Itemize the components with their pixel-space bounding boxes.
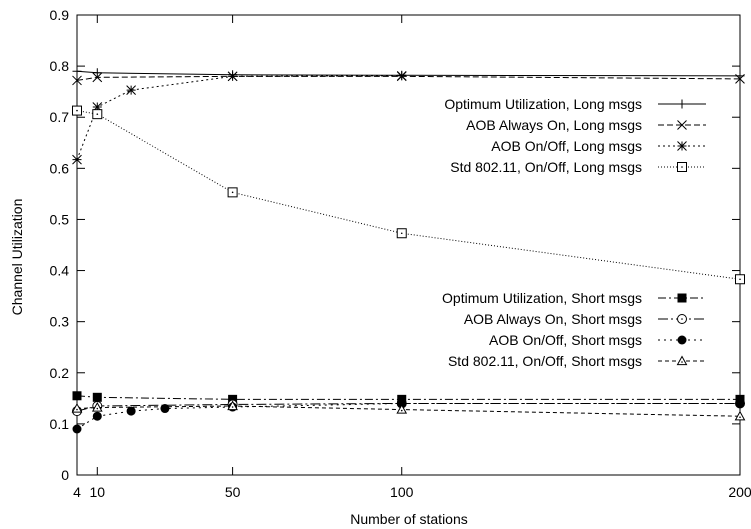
y-tick-label: 0.2 <box>50 365 70 381</box>
y-tick-label: 0.6 <box>50 160 70 176</box>
legend-label: Std 802.11, On/Off, Short msgs <box>448 353 642 369</box>
series-line <box>76 110 741 280</box>
data-point-center <box>231 191 234 194</box>
series-line <box>76 75 741 81</box>
data-point <box>677 99 687 109</box>
legend-label: Optimum Utilization, Short msgs <box>442 290 642 306</box>
legend-entry: AOB Always On, Long msgs <box>466 117 706 133</box>
legend: Optimum Utilization, Long msgs AOB Always… <box>442 96 706 369</box>
series-line <box>76 402 740 412</box>
legend-label: AOB On/Off, Short msgs <box>489 332 642 348</box>
y-tick-label: 0.3 <box>50 314 70 330</box>
data-point <box>396 404 408 414</box>
legend-entry: Optimum Utilization, Short msgs <box>442 290 706 306</box>
series-line <box>76 405 741 417</box>
plot-frame <box>76 14 741 476</box>
series-2 <box>72 70 407 165</box>
data-point <box>676 355 688 366</box>
data-point-center <box>400 409 403 412</box>
axes: 0 0.1 0.2 0.3 0.4 0.5 0.6 0.7 0.8 0.9 4 10 50 100 200 <box>50 7 751 500</box>
data-point-center <box>400 232 403 235</box>
y-axis-title: Channel Utilization <box>9 199 25 316</box>
data-point <box>91 402 103 412</box>
data-point <box>397 398 407 408</box>
data-point <box>92 68 102 78</box>
series-layer <box>71 66 746 434</box>
x-tick-label: 200 <box>728 484 751 500</box>
data-point <box>735 74 745 84</box>
legend-entry: AOB On/Off, Long msgs <box>491 138 706 154</box>
legend-entry: Std 802.11, On/Off, Long msgs <box>450 159 706 175</box>
series-line <box>76 75 402 160</box>
data-point-center <box>739 278 741 281</box>
legend-entry: Optimum Utilization, Long msgs <box>444 96 706 112</box>
series-0 <box>72 66 745 81</box>
data-point <box>677 335 687 345</box>
series-line <box>76 395 740 400</box>
data-point <box>734 410 746 421</box>
data-point <box>92 411 102 421</box>
legend-label: AOB Always On, Long msgs <box>466 117 642 133</box>
series-6 <box>72 398 745 434</box>
data-point <box>677 141 687 151</box>
data-point <box>92 102 103 112</box>
legend-entry: AOB On/Off, Short msgs <box>489 332 706 348</box>
x-tick-label: 4 <box>73 484 81 500</box>
data-point-center <box>76 408 78 411</box>
data-point-center <box>76 109 78 112</box>
data-point <box>126 85 136 95</box>
data-point-center <box>681 166 683 168</box>
series-3 <box>72 105 745 285</box>
data-point <box>227 71 238 82</box>
data-point <box>72 66 82 76</box>
y-tick-label: 0.4 <box>50 263 70 279</box>
data-point-center <box>96 407 99 410</box>
data-point-center <box>96 113 99 115</box>
legend-label: Std 802.11, On/Off, Long msgs <box>450 159 642 175</box>
legend-label: AOB Always On, Short msgs <box>464 311 642 327</box>
x-tick-label: 10 <box>90 484 106 500</box>
data-point <box>72 424 82 434</box>
data-point <box>227 400 238 411</box>
y-tick-label: 0.9 <box>50 7 70 23</box>
data-point <box>71 403 83 413</box>
data-point <box>92 72 103 83</box>
data-point <box>72 154 82 165</box>
legend-label: Optimum Utilization, Long msgs <box>444 96 642 112</box>
data-point <box>92 392 102 402</box>
y-tick-label: 0.1 <box>50 416 70 432</box>
series-4 <box>72 391 745 404</box>
series-line <box>76 70 741 77</box>
data-point-center <box>231 406 234 408</box>
legend-label: AOB On/Off, Long msgs <box>491 138 642 154</box>
data-point <box>677 293 687 303</box>
data-point <box>228 394 238 404</box>
data-point <box>126 406 136 416</box>
data-point <box>396 70 407 81</box>
y-tick-label: 0.5 <box>50 211 70 227</box>
data-point <box>677 120 687 130</box>
legend-entry: AOB Always On, Short msgs <box>464 311 706 327</box>
y-tick-label: 0.8 <box>50 58 70 74</box>
data-point <box>160 404 170 414</box>
data-point <box>735 398 745 408</box>
data-point-center <box>681 361 683 363</box>
series-7 <box>71 400 746 421</box>
data-point-center <box>681 318 683 320</box>
y-tick-label: 0.7 <box>50 109 70 125</box>
x-tick-label: 50 <box>225 484 241 500</box>
data-point <box>72 391 82 401</box>
x-tick-label: 100 <box>390 484 414 500</box>
data-point <box>72 75 82 86</box>
series-5 <box>72 398 745 417</box>
series-line <box>76 402 740 430</box>
legend-entry: Std 802.11, On/Off, Short msgs <box>448 353 706 369</box>
data-point-center <box>739 416 741 419</box>
y-tick-label: 0 <box>61 467 69 483</box>
x-axis-title: Number of stations <box>350 511 468 527</box>
